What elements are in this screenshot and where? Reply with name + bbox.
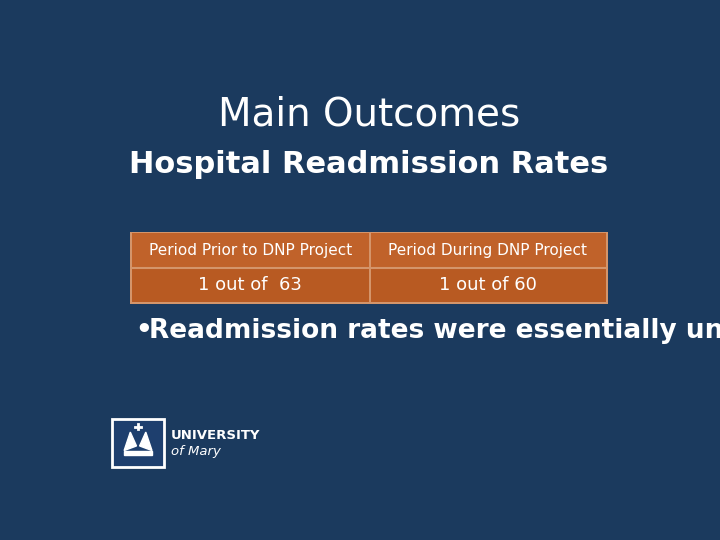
Polygon shape — [124, 432, 137, 450]
Text: Main Outcomes: Main Outcomes — [218, 96, 520, 134]
FancyBboxPatch shape — [132, 233, 369, 268]
FancyBboxPatch shape — [132, 268, 369, 302]
FancyBboxPatch shape — [371, 268, 606, 302]
FancyBboxPatch shape — [112, 419, 164, 467]
Text: Hospital Readmission Rates: Hospital Readmission Rates — [130, 150, 608, 179]
Text: •: • — [135, 319, 152, 345]
Text: 1 out of  63: 1 out of 63 — [199, 276, 302, 294]
Text: of Mary: of Mary — [171, 445, 220, 458]
Text: UNIVERSITY: UNIVERSITY — [171, 429, 260, 442]
Polygon shape — [140, 432, 152, 450]
Text: 1 out of 60: 1 out of 60 — [438, 276, 536, 294]
Text: Readmission rates were essentially unchanged.: Readmission rates were essentially uncha… — [149, 319, 720, 345]
Text: Period Prior to DNP Project: Period Prior to DNP Project — [149, 243, 352, 258]
FancyBboxPatch shape — [130, 232, 608, 304]
Text: Period During DNP Project: Period During DNP Project — [388, 243, 587, 258]
FancyBboxPatch shape — [371, 233, 606, 268]
Polygon shape — [124, 450, 152, 455]
